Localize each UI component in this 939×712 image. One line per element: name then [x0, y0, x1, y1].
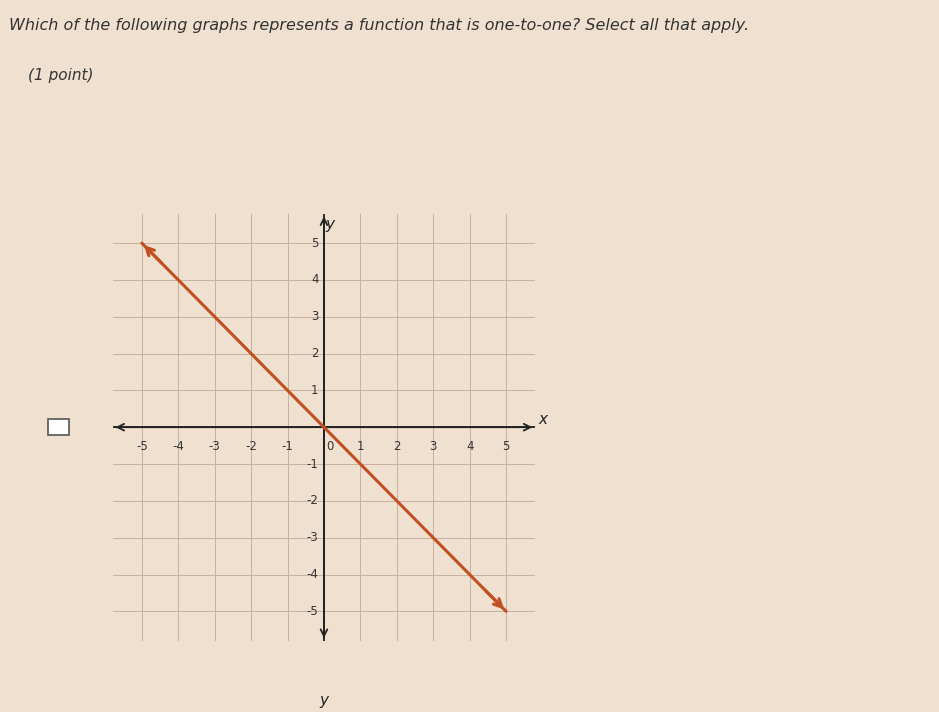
Text: -4: -4: [307, 568, 318, 581]
Text: 5: 5: [502, 440, 510, 453]
Text: 4: 4: [466, 440, 473, 453]
Text: -3: -3: [208, 440, 221, 453]
Text: 5: 5: [311, 236, 318, 250]
Text: 2: 2: [311, 347, 318, 360]
Text: y: y: [325, 217, 334, 232]
Text: Which of the following graphs represents a function that is one-to-one? Select a: Which of the following graphs represents…: [9, 18, 749, 33]
Text: 2: 2: [393, 440, 401, 453]
Text: 3: 3: [429, 440, 437, 453]
Text: (1 point): (1 point): [28, 68, 94, 83]
Text: -5: -5: [307, 604, 318, 618]
Text: 1: 1: [311, 384, 318, 397]
Text: -2: -2: [307, 494, 318, 508]
Text: 4: 4: [311, 273, 318, 286]
Text: 3: 3: [311, 310, 318, 323]
Text: -3: -3: [307, 531, 318, 544]
Text: 1: 1: [357, 440, 364, 453]
Text: -1: -1: [307, 458, 318, 471]
Text: y: y: [319, 693, 329, 708]
Text: -4: -4: [173, 440, 184, 453]
Text: x: x: [539, 412, 547, 427]
Text: -5: -5: [136, 440, 147, 453]
Text: 0: 0: [326, 440, 333, 453]
Text: -1: -1: [282, 440, 294, 453]
FancyBboxPatch shape: [48, 419, 69, 435]
Text: -2: -2: [245, 440, 257, 453]
